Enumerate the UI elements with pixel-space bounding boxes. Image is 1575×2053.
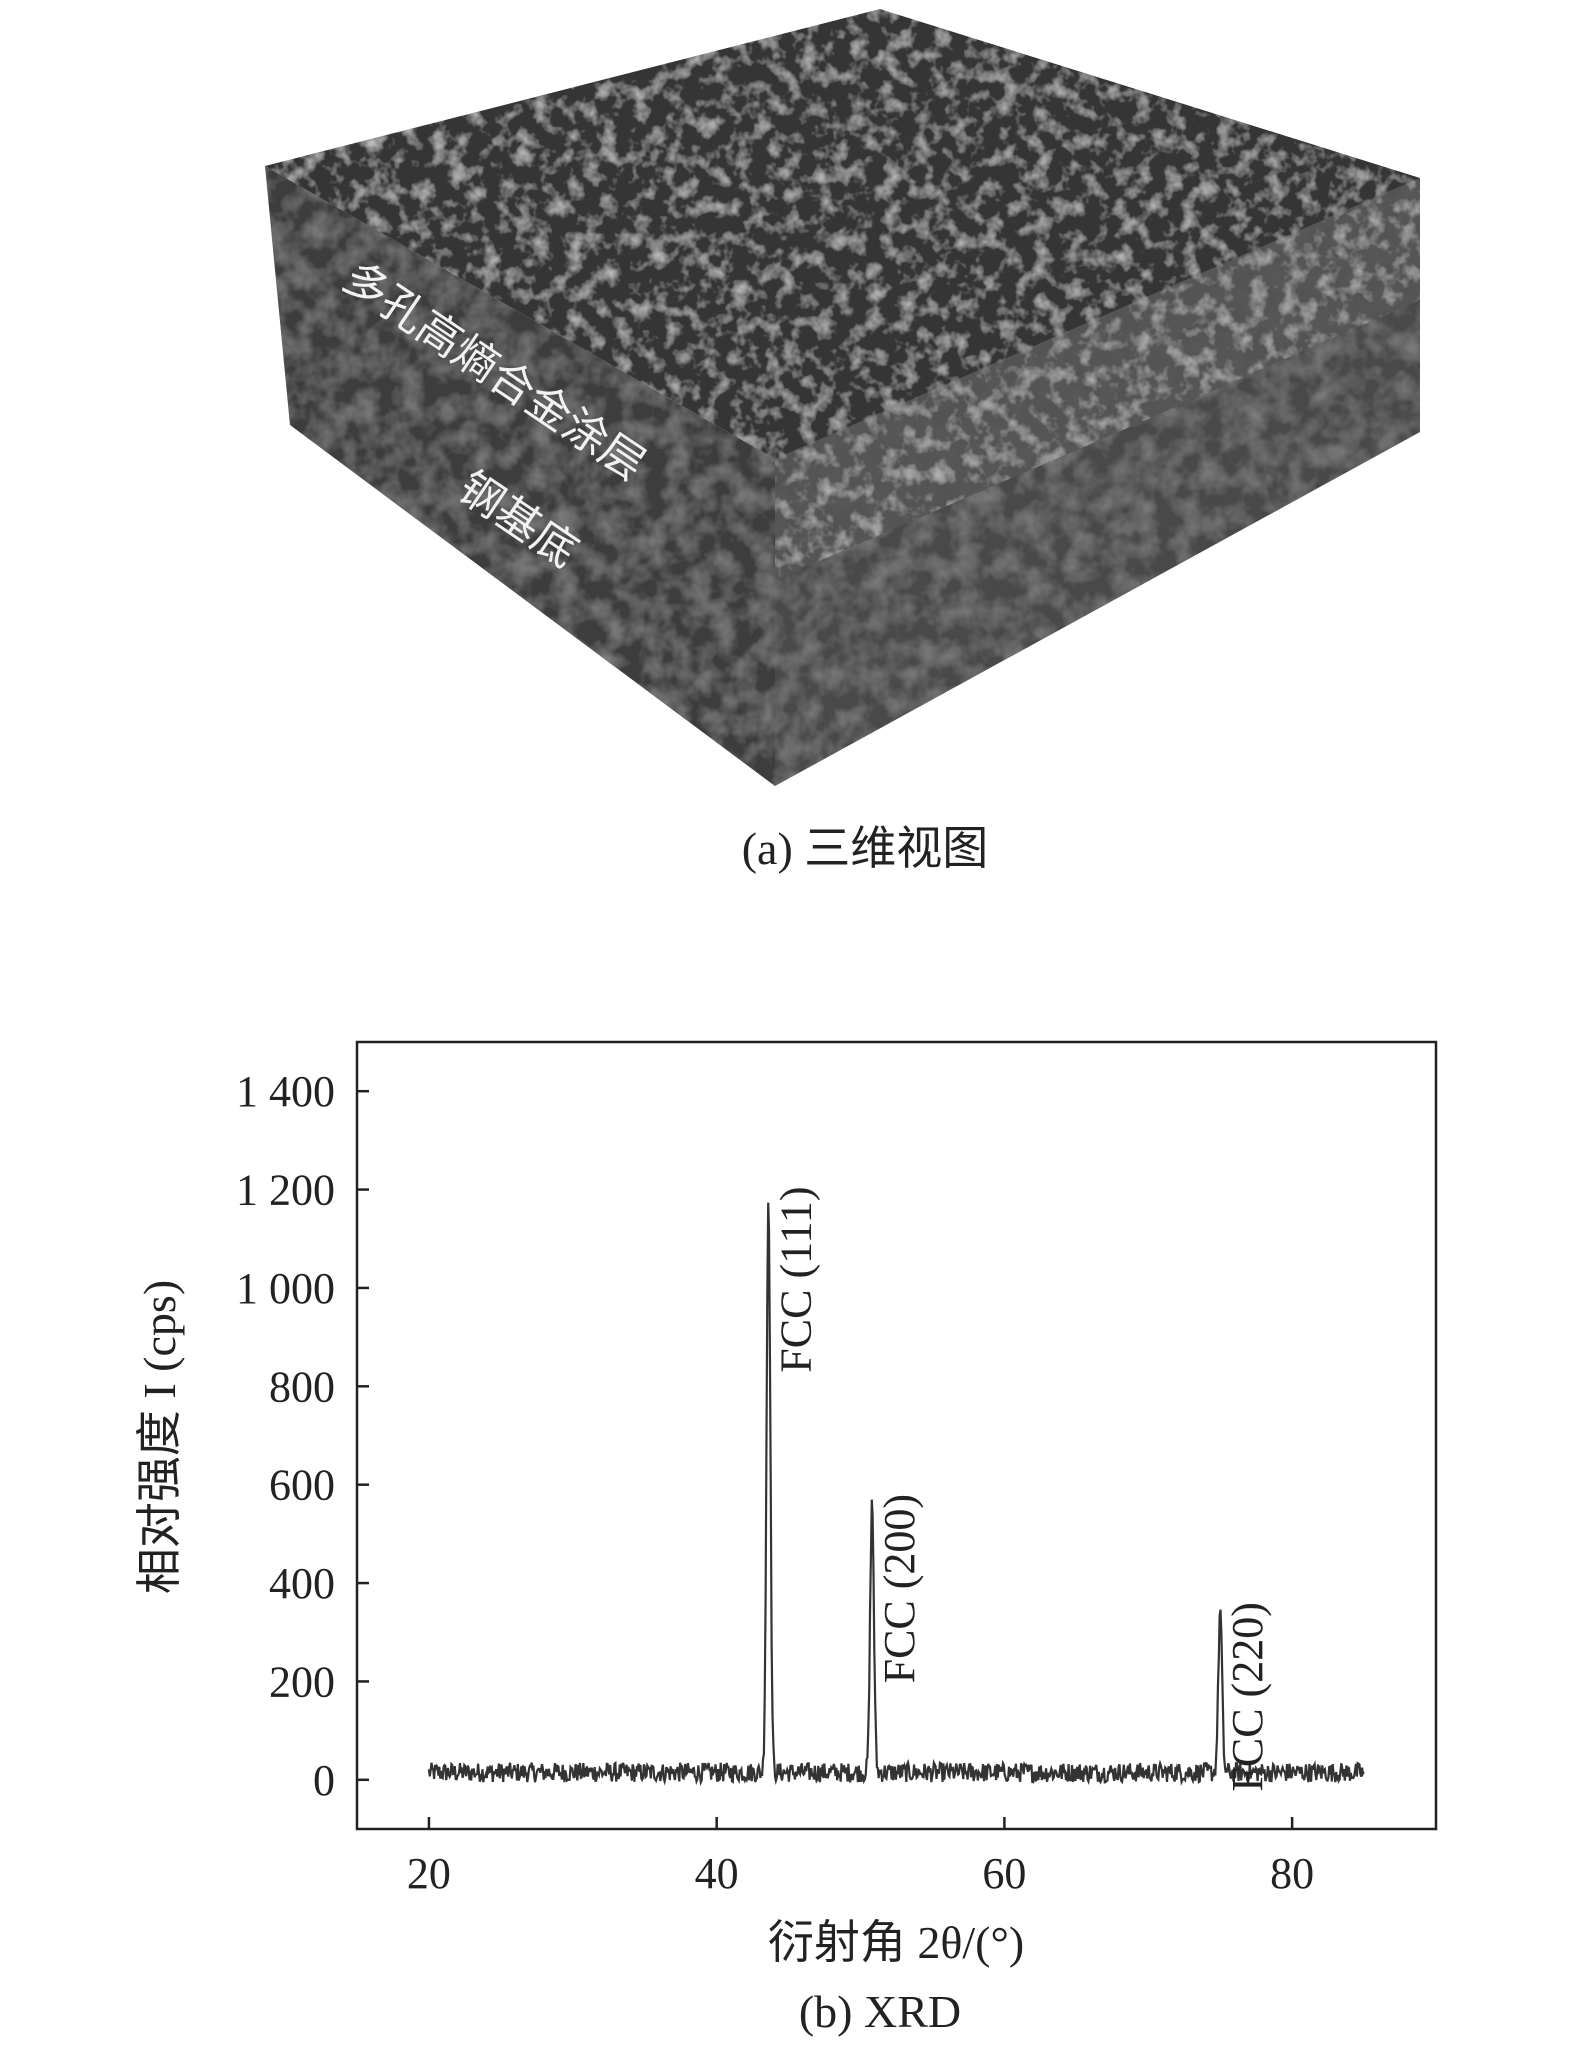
y-tick-label: 1 200 (236, 1166, 335, 1215)
caption-a: (a) 三维视图 (741, 823, 989, 874)
y-tick-label: 800 (269, 1362, 335, 1411)
y-tick-label: 1 400 (236, 1067, 335, 1116)
plot-frame (355, 1040, 1438, 1831)
block-top-face (265, 9, 1420, 459)
y-tick-label: 1 000 (236, 1264, 335, 1313)
x-tick-label: 20 (407, 1849, 451, 1898)
x-tick-label: 80 (1270, 1849, 1314, 1898)
xrd-chart: 0 200 400 600 800 1 000 1 200 1 400 20 40 60 80 FC… (134, 1040, 1438, 1968)
x-axis-label: 衍射角 2θ/(°) (768, 1917, 1024, 1968)
y-tick-label: 0 (313, 1756, 335, 1805)
coating-layer-edge (775, 178, 1420, 580)
y-tick-label: 400 (269, 1559, 335, 1608)
peak-label: FCC (200) (875, 1494, 924, 1683)
xrd-series-line (427, 1202, 1365, 1787)
x-tick-label: 40 (695, 1849, 739, 1898)
x-tick-label: 60 (982, 1849, 1026, 1898)
block-left-face (265, 166, 775, 786)
y-tick-label: 200 (269, 1657, 335, 1706)
peak-label: FCC (111) (771, 1186, 820, 1372)
caption-b: (b) XRD (798, 1986, 962, 2037)
y-axis-label: 相对强度 I (cps) (134, 1280, 185, 1594)
3d-block-view: 多孔高熵合金涂层 钢基底 (265, 9, 1420, 786)
y-tick-label: 600 (269, 1461, 335, 1510)
peak-label: FCC (220) (1223, 1602, 1272, 1791)
